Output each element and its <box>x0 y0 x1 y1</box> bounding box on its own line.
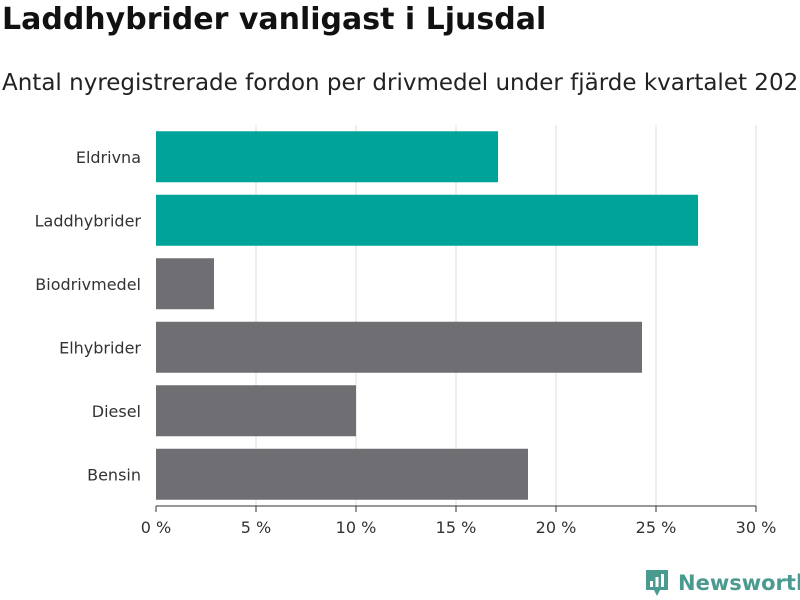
category-label-biodrivmedel: Biodrivmedel <box>35 275 141 294</box>
x-tick-label: 25 % <box>636 518 677 537</box>
category-labels: Eldrivna Laddhybrider Biodrivmedel Elhybrid… <box>35 148 142 485</box>
category-label-eldrivna: Eldrivna <box>76 148 141 167</box>
bar-biodrivmedel <box>156 258 214 310</box>
x-tick-label: 10 % <box>336 518 377 537</box>
grid-lines <box>255 125 757 506</box>
bars <box>156 131 698 500</box>
bar-bensin <box>156 448 528 500</box>
tick-labels: 0 % 5 % 10 % 15 % 20 % 25 % 30 % <box>141 518 777 537</box>
x-tick-label: 0 % <box>141 518 171 537</box>
axes <box>155 505 757 512</box>
chart-subtitle: Antal nyregistrerade fordon per drivmede… <box>2 70 800 96</box>
category-label-bensin: Bensin <box>87 465 141 484</box>
brand-name: Newsworthy <box>678 571 800 595</box>
bar-laddhybrider <box>156 194 698 246</box>
bar-eldrivna <box>156 131 498 183</box>
x-tick-label: 20 % <box>536 518 577 537</box>
bar-elhybrider <box>156 321 642 373</box>
category-label-diesel: Diesel <box>92 402 141 421</box>
x-tick-label: 5 % <box>241 518 271 537</box>
newsworthy-logo-icon <box>646 570 668 596</box>
x-tick-label: 15 % <box>436 518 477 537</box>
newsworthy-logo: Newsworthy <box>644 568 800 598</box>
chart-title: Laddhybrider vanligast i Ljusdal <box>2 2 547 37</box>
x-tick-label: 30 % <box>736 518 777 537</box>
category-label-laddhybrider: Laddhybrider <box>35 211 142 230</box>
bar-diesel <box>156 385 356 437</box>
category-label-elhybrider: Elhybrider <box>59 338 141 357</box>
